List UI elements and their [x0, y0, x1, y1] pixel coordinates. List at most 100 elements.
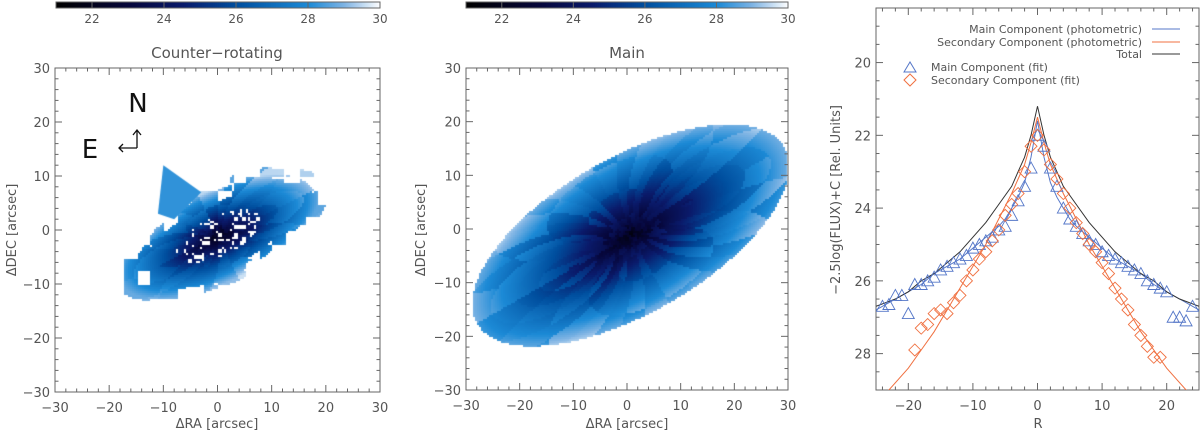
main-fit-point [1147, 277, 1161, 290]
xlabel-left: ΔRA [arcsec] [176, 417, 259, 432]
right-ytick-label: 24 [854, 202, 871, 217]
secondary-fit-point [966, 263, 980, 277]
right-ytick-label: 28 [854, 348, 871, 363]
ylabel-left: ΔDEC [arcsec] [5, 184, 20, 277]
main-fit-point [1166, 310, 1180, 323]
right-xtick-label: 10 [1094, 399, 1111, 414]
left-ytick-label: −30 [23, 386, 50, 401]
title-main: Main [609, 44, 645, 62]
main-fit-point [920, 273, 935, 287]
legend-main-photometric: Main Component (photometric) [969, 23, 1142, 36]
main-fit-point [1134, 266, 1148, 280]
main-fit-point [1056, 201, 1071, 214]
colorbar-frame [465, 1, 789, 9]
main-fit-point [1050, 179, 1064, 192]
colorbar-tick-label: 28 [300, 12, 315, 26]
secondary-fit-point [1140, 339, 1154, 353]
secondary-fit-point [1095, 256, 1109, 270]
main-fit-point [1030, 128, 1045, 141]
legend-total: Total [1115, 48, 1142, 61]
secondary-fit-point [1024, 139, 1038, 153]
right-ytick-label: 22 [854, 129, 871, 144]
middle-ytick-label: 0 [453, 223, 461, 238]
left-xtick-label: −20 [95, 401, 122, 416]
main-fit-point [1101, 248, 1116, 261]
main-fit-point [1017, 179, 1032, 192]
main-photometric-line [876, 120, 1199, 311]
left-xtick-label: 30 [372, 401, 389, 416]
middle-ytick-label: 30 [444, 62, 461, 77]
secondary-fit-point [1063, 201, 1077, 215]
left-xtick-label: 0 [213, 401, 221, 416]
colorbar-main: 22 24 26 28 30 [465, 1, 796, 26]
main-fit-point [1179, 313, 1193, 327]
secondary-fit-point [992, 223, 1006, 237]
main-fit-point [1082, 233, 1096, 247]
main-fit-point [876, 299, 890, 312]
left-axes: −30 −20 −10 0 10 20 30 −30 −20 −10 0 10 20 30 [23, 62, 389, 416]
main-fit-point [1024, 161, 1038, 174]
colorbar-tick-label: 28 [709, 12, 724, 26]
main-fit-point [1121, 259, 1135, 272]
left-ytick-label: 30 [33, 62, 50, 77]
colorbar-tick-label: 22 [494, 12, 509, 26]
secondary-fit-point [1147, 350, 1161, 364]
left-axes-frame [54, 67, 381, 393]
left-ytick-label: −20 [23, 332, 50, 347]
colorbar-tick-label: 26 [228, 12, 243, 26]
compass-arrows [118, 128, 142, 153]
compass-east: E [82, 135, 98, 165]
right-ytick-label: 26 [854, 275, 871, 290]
left-xtick-label: −10 [150, 401, 177, 416]
ylabel-middle: ΔDEC [arcsec] [414, 184, 429, 277]
right-xtick-label: −10 [959, 399, 986, 414]
middle-ytick-label: 10 [444, 169, 461, 184]
main-fit-point [991, 222, 1006, 236]
main-fit-point [1011, 193, 1025, 207]
colorbar-counter-rotating: 22 24 26 28 30 [55, 1, 388, 26]
colorbar-tick-label: 30 [372, 12, 387, 26]
left-xtick-label: −30 [41, 401, 68, 416]
title-counter-rotating: Counter−rotating [151, 44, 283, 62]
colorbar-frame [55, 1, 381, 9]
xlabel-middle: ΔRA [arcsec] [586, 417, 669, 432]
secondary-fit-point [1069, 216, 1083, 230]
middle-xtick-label: 10 [672, 399, 689, 414]
secondary-fit-point [1127, 317, 1142, 332]
main-fit-point [1037, 139, 1051, 152]
middle-xtick-label: 0 [623, 399, 631, 414]
main-fit-point [1127, 263, 1142, 276]
secondary-fit-point [908, 343, 922, 357]
main-fit-point [927, 270, 941, 283]
main-fit-point [959, 248, 974, 261]
secondary-fit-point [972, 252, 986, 266]
compass-north: N [128, 89, 147, 119]
main-fit-point [1172, 310, 1187, 323]
secondary-fit-point [1108, 281, 1122, 295]
main-fit-point [1108, 252, 1122, 265]
secondary-fit-point [1050, 172, 1064, 186]
colorbar-tick-label: 24 [566, 12, 581, 26]
secondary-fit-point [1089, 245, 1103, 259]
main-fit-point [901, 306, 916, 320]
secondary-fit-point [1030, 128, 1045, 142]
legend-secondary-fit: Secondary Component (fit) [931, 74, 1080, 87]
left-ytick-label: 10 [33, 170, 50, 185]
colorbar-tick-label: 22 [84, 12, 99, 26]
secondary-fit-point [940, 306, 954, 321]
secondary-fit-point [953, 288, 967, 303]
right-ytick-label: 20 [854, 57, 871, 72]
right-plot-data [876, 106, 1199, 390]
ylabel-right: −2.5log(FLUX)+C [Rel. Units] [829, 105, 844, 295]
main-fit-point [933, 263, 948, 276]
middle-ytick-label: −10 [434, 277, 461, 292]
secondary-fit-point [1037, 143, 1051, 157]
colorbar-tick-label: 26 [637, 12, 652, 26]
main-fit-point [1159, 284, 1174, 298]
xlabel-right: R [1033, 417, 1042, 432]
middle-xtick-label: −10 [560, 399, 587, 414]
secondary-fit-point [946, 296, 961, 310]
middle-xtick-label: 20 [726, 399, 743, 414]
middle-ytick-label: −30 [434, 384, 461, 399]
